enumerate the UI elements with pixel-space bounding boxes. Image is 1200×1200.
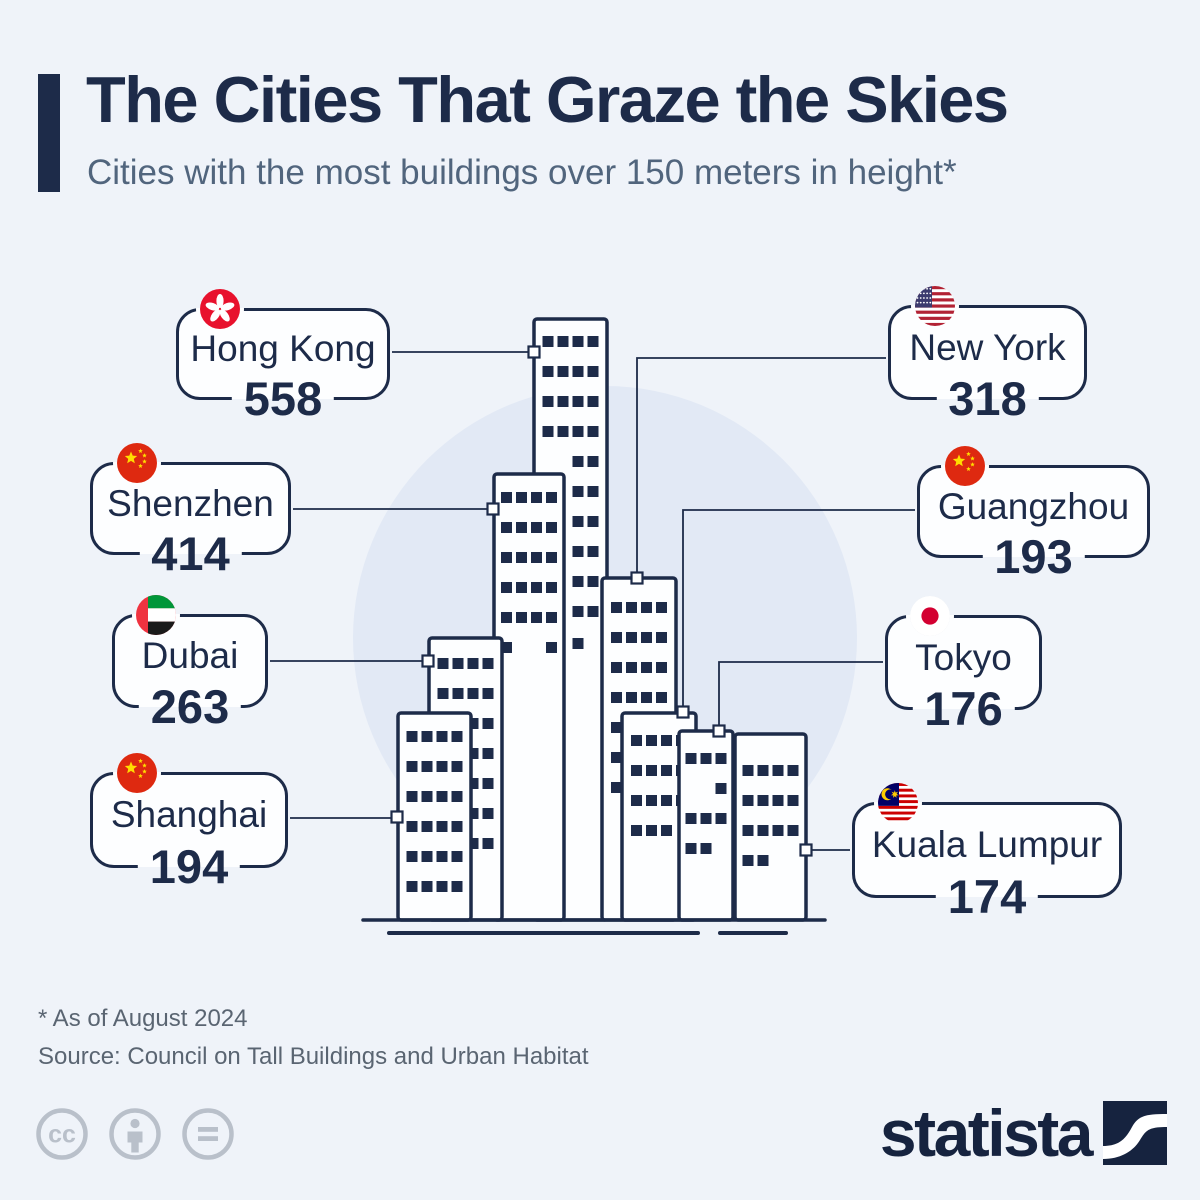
flag-us-icon <box>914 286 955 326</box>
building-count: 176 <box>912 684 1015 734</box>
footnote-source: Source: Council on Tall Buildings and Ur… <box>38 1043 589 1070</box>
building-windows <box>501 492 557 653</box>
connector-node-tokyo <box>712 724 726 738</box>
statista-logo-mark <box>1103 1101 1167 1165</box>
svg-text:cc: cc <box>48 1121 76 1149</box>
city-name: Hong Kong <box>190 328 376 369</box>
building-windows <box>742 765 799 866</box>
attribution-icon <box>109 1108 161 1160</box>
statista-logo: statista <box>880 1100 1167 1166</box>
flag-ring <box>873 779 922 827</box>
flag-hk-icon <box>199 289 240 329</box>
cc-icon: cc <box>36 1108 88 1160</box>
callout-tokyo: Tokyo 176 <box>885 592 1042 734</box>
license-icons: cc <box>36 1108 234 1160</box>
connector-node-guangzhou <box>676 705 690 719</box>
footnote-asterisk: * As of August 2024 <box>38 1005 248 1032</box>
statista-logo-text: statista <box>879 1096 1094 1170</box>
page-subtitle: Cities with the most buildings over 150 … <box>87 153 957 192</box>
flag-ring <box>131 591 180 639</box>
city-name: Shanghai <box>110 794 268 835</box>
connector-node-new-york <box>630 571 644 585</box>
connector-node-hong-kong <box>527 345 541 359</box>
building-count: 174 <box>935 872 1039 922</box>
page-title: The Cities That Graze the Skies <box>86 63 1009 136</box>
flag-cn-icon <box>116 753 157 793</box>
callout-kuala-lumpur: Kuala Lumpur 174 <box>852 779 1122 922</box>
connector-node-shanghai <box>390 810 404 824</box>
flag-my-icon <box>877 783 918 823</box>
building-windows <box>542 336 599 649</box>
building-shenzhen <box>492 472 566 922</box>
callout-guangzhou: Guangzhou 193 <box>917 442 1150 582</box>
building-count: 193 <box>982 532 1085 582</box>
flag-cn-icon <box>944 446 985 486</box>
building-count: 414 <box>139 529 242 579</box>
title-accent-bar <box>38 74 60 192</box>
connector-tokyo <box>718 661 883 731</box>
city-name: New York <box>909 326 1066 368</box>
footnote: * As of August 2024 Source: Council on T… <box>38 1000 589 1076</box>
connector-new-york <box>636 357 886 578</box>
building-count: 194 <box>137 842 241 892</box>
no-derivatives-icon <box>182 1108 234 1160</box>
callout-dubai: Dubai 263 <box>112 591 268 732</box>
building-count: 318 <box>936 374 1039 424</box>
building-kuala-lumpur <box>733 732 808 922</box>
building-count: 263 <box>138 682 242 732</box>
connector-node-dubai <box>421 654 435 668</box>
building-windows <box>406 731 463 892</box>
city-name: Tokyo <box>915 636 1012 678</box>
city-name: Dubai <box>141 635 239 676</box>
building-count: 558 <box>231 374 335 424</box>
flag-jp-icon <box>909 596 950 636</box>
callout-new-york: New York 318 <box>888 282 1087 424</box>
flag-ring <box>940 442 989 490</box>
callout-hong-kong: Hong Kong 558 <box>176 285 390 424</box>
flag-ae-icon <box>135 595 176 635</box>
city-name: Shenzhen <box>107 482 274 524</box>
connector-guangzhou <box>682 509 915 712</box>
flag-ring <box>112 749 161 797</box>
flag-ring <box>905 592 954 640</box>
city-name: Kuala Lumpur <box>871 824 1103 865</box>
building-tokyo <box>677 729 735 922</box>
building-windows <box>685 753 727 854</box>
flag-ring <box>195 285 244 333</box>
flag-ring <box>910 282 959 330</box>
callout-shenzhen: Shenzhen 414 <box>90 439 291 579</box>
callout-shanghai: Shanghai 194 <box>90 749 288 892</box>
flag-ring <box>112 439 161 487</box>
city-name: Guangzhou <box>937 485 1130 527</box>
building-shanghai <box>396 711 473 922</box>
connector-node-kuala-lumpur <box>799 843 813 857</box>
connector-node-shenzhen <box>486 502 500 516</box>
flag-cn-icon <box>116 443 157 483</box>
